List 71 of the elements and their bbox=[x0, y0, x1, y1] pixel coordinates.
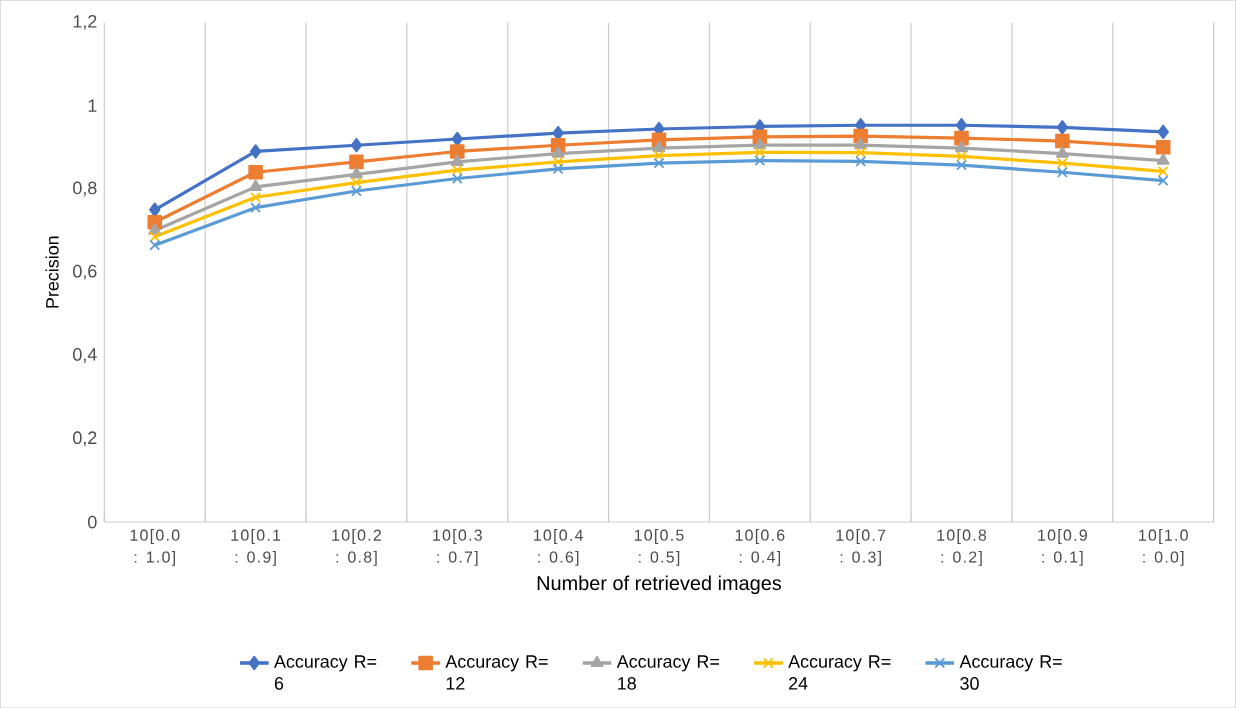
point bbox=[1157, 165, 1169, 177]
point bbox=[249, 179, 263, 191]
point bbox=[248, 164, 263, 180]
y-tick-label: 0,2 bbox=[73, 431, 97, 447]
legend-label: Accuracy R= 12 bbox=[445, 655, 548, 690]
legend-label: Accuracy R= 6 bbox=[274, 655, 377, 690]
legend-label: Accuracy R= 30 bbox=[959, 655, 1062, 690]
point bbox=[149, 239, 161, 251]
x-tick-label: 10[0.1 : 0.9] bbox=[231, 528, 281, 566]
point bbox=[451, 131, 463, 147]
point bbox=[653, 150, 665, 161]
point bbox=[1055, 133, 1070, 149]
y-tick-label: 1 bbox=[88, 99, 97, 112]
point bbox=[451, 172, 463, 184]
x-tick-label: 10[0.0 : 1.0] bbox=[130, 528, 180, 566]
point bbox=[954, 130, 969, 146]
point bbox=[1056, 157, 1068, 169]
x-tick-label: 10[0.3 : 0.7] bbox=[433, 528, 482, 566]
point bbox=[552, 163, 564, 175]
point bbox=[249, 144, 262, 159]
point bbox=[853, 128, 868, 144]
point bbox=[250, 202, 262, 213]
point bbox=[1156, 153, 1170, 165]
point bbox=[349, 154, 364, 169]
y-axis-title: Precision bbox=[45, 236, 59, 308]
point bbox=[956, 150, 967, 162]
point bbox=[956, 159, 967, 171]
x-tick-label: 10[0.5 : 0.5] bbox=[634, 528, 684, 566]
y-tick-label: 0 bbox=[88, 515, 97, 529]
legend-label: Accuracy R= 24 bbox=[788, 655, 891, 690]
y-tick-label: 0,6 bbox=[73, 264, 97, 280]
point bbox=[351, 185, 362, 197]
point bbox=[754, 155, 766, 166]
point bbox=[855, 147, 867, 158]
point bbox=[451, 164, 463, 176]
point bbox=[1056, 166, 1068, 178]
point bbox=[955, 117, 968, 133]
x-tick-label: 10[0.9 : 0.1] bbox=[1038, 528, 1087, 566]
x-tick-label: 10[0.6 : 0.4] bbox=[735, 528, 785, 566]
point bbox=[552, 156, 564, 168]
point bbox=[955, 140, 968, 153]
point bbox=[1056, 119, 1069, 135]
point bbox=[149, 202, 161, 217]
point bbox=[450, 144, 465, 159]
point bbox=[350, 137, 363, 153]
x-tick-label: 10[0.4 : 0.6] bbox=[534, 528, 583, 566]
point bbox=[1157, 124, 1169, 139]
point bbox=[854, 137, 868, 150]
x-tick-label: 10[0.2 : 0.8] bbox=[332, 528, 381, 566]
y-tick-label: 0,8 bbox=[73, 181, 97, 197]
y-tick-label: 0,4 bbox=[73, 347, 97, 363]
point bbox=[652, 140, 666, 153]
x-tick-label: 10[0.8 : 0.2] bbox=[937, 528, 987, 566]
point bbox=[1055, 146, 1069, 158]
x-tick-label: 10[1.0 : 0.0] bbox=[1139, 528, 1188, 566]
point bbox=[753, 137, 767, 150]
point bbox=[250, 191, 262, 203]
point bbox=[1157, 175, 1169, 186]
point bbox=[551, 146, 565, 158]
point bbox=[351, 177, 362, 188]
point bbox=[149, 231, 161, 243]
y-tick-label: 1,2 bbox=[73, 14, 97, 30]
point bbox=[855, 155, 867, 167]
point bbox=[1155, 139, 1171, 155]
x-axis-title: Number of retrieved images bbox=[537, 575, 782, 594]
point bbox=[450, 154, 464, 166]
legend-label: Accuracy R= 18 bbox=[616, 655, 719, 690]
point bbox=[350, 166, 363, 179]
point bbox=[653, 157, 665, 169]
point bbox=[754, 146, 766, 158]
x-tick-label: 10[0.7 : 0.3] bbox=[836, 528, 886, 566]
